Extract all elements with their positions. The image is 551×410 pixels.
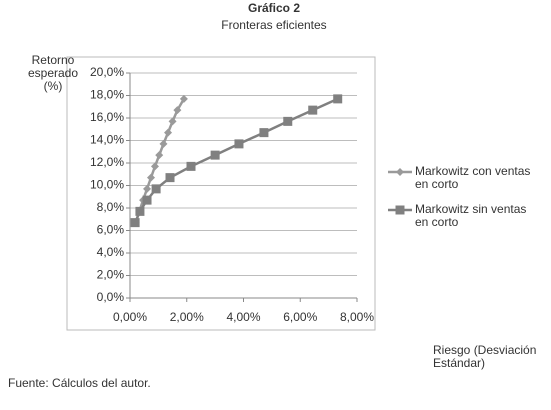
data-point [135, 206, 145, 216]
x-tick-label: 0,00% [113, 310, 147, 324]
data-point [186, 161, 196, 171]
data-point [168, 117, 177, 126]
y-tick-label: 16,0% [90, 110, 124, 124]
source-note: Fuente: Cálculos del autor. [8, 376, 151, 390]
data-point [155, 151, 164, 160]
data-point [283, 116, 293, 126]
x-tick-label: 4,00% [226, 310, 260, 324]
plot-frame [66, 56, 376, 331]
x-tick-label: 6,00% [283, 310, 317, 324]
data-point [130, 218, 140, 228]
y-tick-label: 8,0% [97, 200, 125, 214]
y-tick-label: 14,0% [90, 133, 124, 147]
x-tick-label: 2,00% [170, 310, 204, 324]
y-tick-label: 2,0% [97, 268, 125, 282]
series-line [133, 97, 339, 224]
data-point [333, 94, 343, 104]
y-tick-label: 20,0% [90, 65, 124, 79]
x-tick-label: 8,00% [340, 310, 374, 324]
legend-marker [395, 205, 405, 215]
data-point [164, 128, 173, 137]
legend-label: Markowitz sin ventas en corto [415, 202, 527, 229]
data-point [234, 139, 244, 149]
data-point [142, 195, 152, 205]
data-point [151, 184, 161, 194]
legend-marker [396, 168, 404, 176]
data-point [173, 106, 182, 115]
chart-subtitle: Fronteras eficientes [221, 18, 326, 32]
y-tick-label: 4,0% [97, 245, 125, 259]
y-tick-label: 0,0% [97, 290, 125, 304]
y-tick-label: 10,0% [90, 178, 124, 192]
data-point [150, 162, 159, 171]
y-axis-label: Retorno esperado (%) [27, 53, 79, 93]
data-point [143, 184, 152, 193]
data-point [146, 173, 155, 182]
data-point [308, 105, 318, 115]
chart-title: Gráfico 2 [248, 1, 300, 15]
y-tick-label: 6,0% [97, 223, 125, 237]
data-point [259, 128, 269, 138]
y-tick-label: 12,0% [90, 155, 124, 169]
x-axis-label: Riesgo (Desviación Estándar) [433, 343, 537, 370]
data-point [179, 94, 188, 103]
y-tick-label: 18,0% [90, 88, 124, 102]
data-point [159, 139, 168, 148]
legend-label: Markowitz con ventas en corto [415, 164, 531, 191]
data-point [210, 150, 220, 160]
data-point [165, 173, 175, 183]
